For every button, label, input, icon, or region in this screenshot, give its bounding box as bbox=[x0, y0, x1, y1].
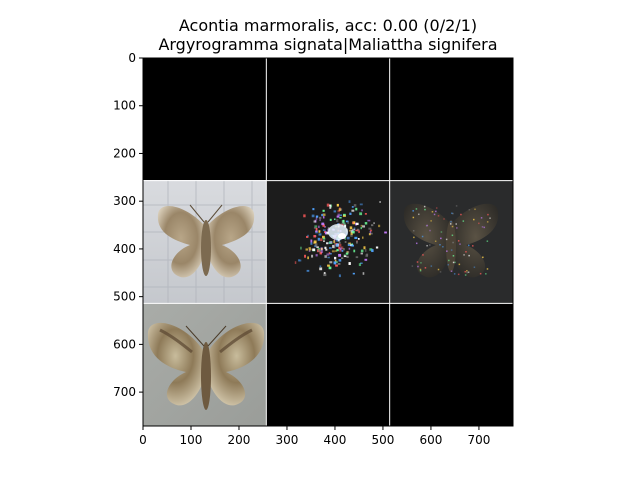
x-tick-label: 0 bbox=[139, 433, 147, 447]
chart-title-line2: Argyrogramma signata|Maliattha signifera bbox=[158, 35, 497, 54]
x-tick-label: 400 bbox=[324, 433, 347, 447]
x-tick-label: 500 bbox=[371, 433, 394, 447]
x-tick-label: 200 bbox=[228, 433, 251, 447]
tile-0-2-blank bbox=[389, 58, 513, 181]
y-tick-label: 0 bbox=[128, 51, 136, 65]
x-tick-label: 100 bbox=[180, 433, 203, 447]
tile-2-1-blank bbox=[266, 303, 390, 426]
overlay-dots bbox=[411, 205, 491, 276]
image-tiles bbox=[143, 58, 513, 426]
tile-2-2-blank bbox=[389, 303, 513, 426]
y-tick-label: 300 bbox=[113, 194, 136, 208]
x-tick-label: 700 bbox=[467, 433, 490, 447]
plot-frame bbox=[142, 57, 514, 427]
x-tick-label: 600 bbox=[419, 433, 442, 447]
axes-spines bbox=[142, 57, 514, 427]
noise-attribution-tile bbox=[266, 180, 389, 303]
y-tick-label: 200 bbox=[113, 146, 136, 160]
x-axis-ticks: 0 100 200 300 400 500 600 700 bbox=[139, 426, 490, 447]
y-tick-label: 400 bbox=[113, 242, 136, 256]
chart-title-line1: Acontia marmoralis, acc: 0.00 (0/2/1) bbox=[179, 16, 477, 35]
tile-separators bbox=[143, 58, 513, 426]
y-tick-label: 500 bbox=[113, 290, 136, 304]
tile-0-0-blank bbox=[143, 58, 267, 181]
tile-artwork bbox=[143, 180, 513, 426]
y-axis-ticks: 0 100 200 300 400 500 600 700 bbox=[113, 51, 143, 399]
tile-0-1-blank bbox=[266, 58, 390, 181]
dark-overlay-moth-tile bbox=[389, 180, 513, 303]
moth-photo-gray-tile bbox=[143, 303, 266, 426]
y-tick-label: 700 bbox=[113, 385, 136, 399]
moth-photo-light-tile bbox=[143, 180, 266, 303]
y-tick-label: 100 bbox=[113, 99, 136, 113]
y-tick-label: 600 bbox=[113, 337, 136, 351]
x-tick-label: 300 bbox=[276, 433, 299, 447]
